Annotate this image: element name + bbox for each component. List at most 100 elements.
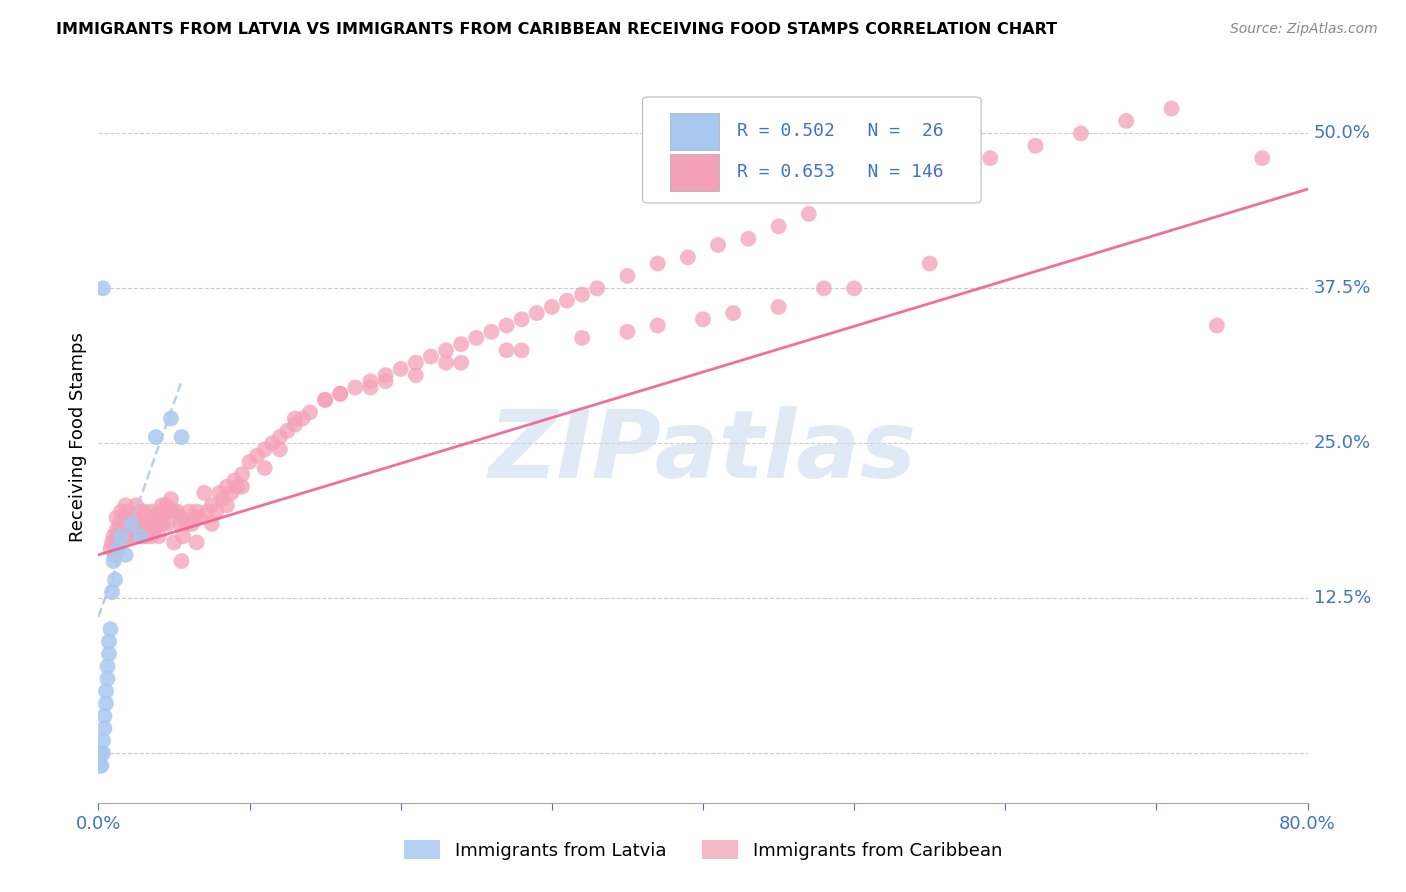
Point: [692, 312, 714, 326]
Point: [121, 516, 143, 531]
Point: [141, 529, 163, 543]
Point: [918, 256, 941, 270]
Point: [1024, 138, 1046, 153]
Point: [118, 504, 141, 518]
Point: [510, 312, 533, 326]
Point: [107, 529, 129, 543]
Point: [115, 516, 138, 531]
Point: [131, 516, 153, 531]
Y-axis label: Receiving Food Stamps: Receiving Food Stamps: [69, 332, 87, 542]
Point: [226, 480, 249, 494]
Point: [526, 306, 548, 320]
Point: [314, 392, 336, 407]
Point: [120, 529, 142, 543]
Point: [208, 486, 231, 500]
Point: [139, 516, 162, 531]
Point: [389, 362, 412, 376]
Point: [121, 510, 143, 524]
Point: [110, 535, 132, 549]
Point: [163, 504, 186, 518]
Point: [195, 504, 218, 518]
Point: [110, 529, 132, 543]
Point: [152, 516, 174, 531]
Point: [291, 411, 314, 425]
Point: [184, 510, 207, 524]
Text: 25.0%: 25.0%: [1313, 434, 1371, 452]
Point: [129, 529, 152, 543]
Point: [135, 529, 157, 543]
Point: [163, 535, 186, 549]
Text: R = 0.653   N = 146: R = 0.653 N = 146: [737, 163, 943, 181]
Point: [170, 430, 193, 444]
Point: [1115, 114, 1137, 128]
Text: 12.5%: 12.5%: [1313, 590, 1371, 607]
Point: [103, 554, 125, 568]
Point: [205, 504, 228, 518]
Point: [125, 498, 148, 512]
Point: [107, 541, 129, 556]
Point: [269, 430, 291, 444]
Point: [211, 491, 233, 506]
Point: [495, 343, 517, 358]
Point: [934, 163, 956, 178]
Point: [150, 498, 173, 512]
Point: [405, 368, 427, 383]
Point: [91, 746, 114, 760]
Point: [262, 436, 284, 450]
Point: [132, 529, 155, 543]
Point: [1251, 151, 1274, 165]
Point: [104, 573, 127, 587]
Point: [450, 337, 472, 351]
Point: [101, 535, 124, 549]
Point: [107, 541, 129, 556]
Point: [465, 331, 488, 345]
Point: [89, 758, 111, 772]
Point: [299, 405, 322, 419]
Text: IMMIGRANTS FROM LATVIA VS IMMIGRANTS FROM CARIBBEAN RECEIVING FOOD STAMPS CORREL: IMMIGRANTS FROM LATVIA VS IMMIGRANTS FRO…: [56, 22, 1057, 37]
Point: [889, 176, 911, 190]
Point: [103, 529, 125, 543]
Point: [555, 293, 578, 308]
Point: [420, 350, 443, 364]
Point: [269, 442, 291, 457]
Point: [98, 647, 121, 661]
Point: [434, 356, 457, 370]
Point: [105, 510, 128, 524]
Point: [707, 238, 730, 252]
Point: [105, 523, 128, 537]
Point: [616, 268, 638, 283]
Point: [253, 442, 276, 457]
Point: [239, 455, 262, 469]
Point: [284, 411, 307, 425]
Point: [215, 480, 238, 494]
Point: [94, 697, 117, 711]
Point: [360, 380, 382, 394]
Point: [193, 486, 215, 500]
Point: [186, 535, 208, 549]
Point: [149, 516, 172, 531]
Point: [201, 516, 224, 531]
Point: [253, 461, 276, 475]
Text: R = 0.502   N =  26: R = 0.502 N = 26: [737, 122, 943, 140]
Point: [284, 417, 307, 432]
Point: [124, 510, 146, 524]
Point: [148, 529, 170, 543]
Point: [129, 504, 152, 518]
Point: [93, 722, 115, 736]
Point: [374, 374, 396, 388]
Point: [170, 554, 193, 568]
Point: [141, 504, 163, 518]
Point: [145, 516, 167, 531]
Point: [125, 516, 148, 531]
Point: [571, 331, 593, 345]
Point: [360, 374, 382, 388]
Point: [108, 516, 131, 531]
Point: [329, 386, 352, 401]
FancyBboxPatch shape: [671, 113, 718, 150]
Point: [844, 281, 866, 295]
Point: [172, 529, 194, 543]
Point: [405, 356, 427, 370]
Point: [276, 424, 298, 438]
Point: [118, 523, 141, 537]
Point: [145, 430, 167, 444]
